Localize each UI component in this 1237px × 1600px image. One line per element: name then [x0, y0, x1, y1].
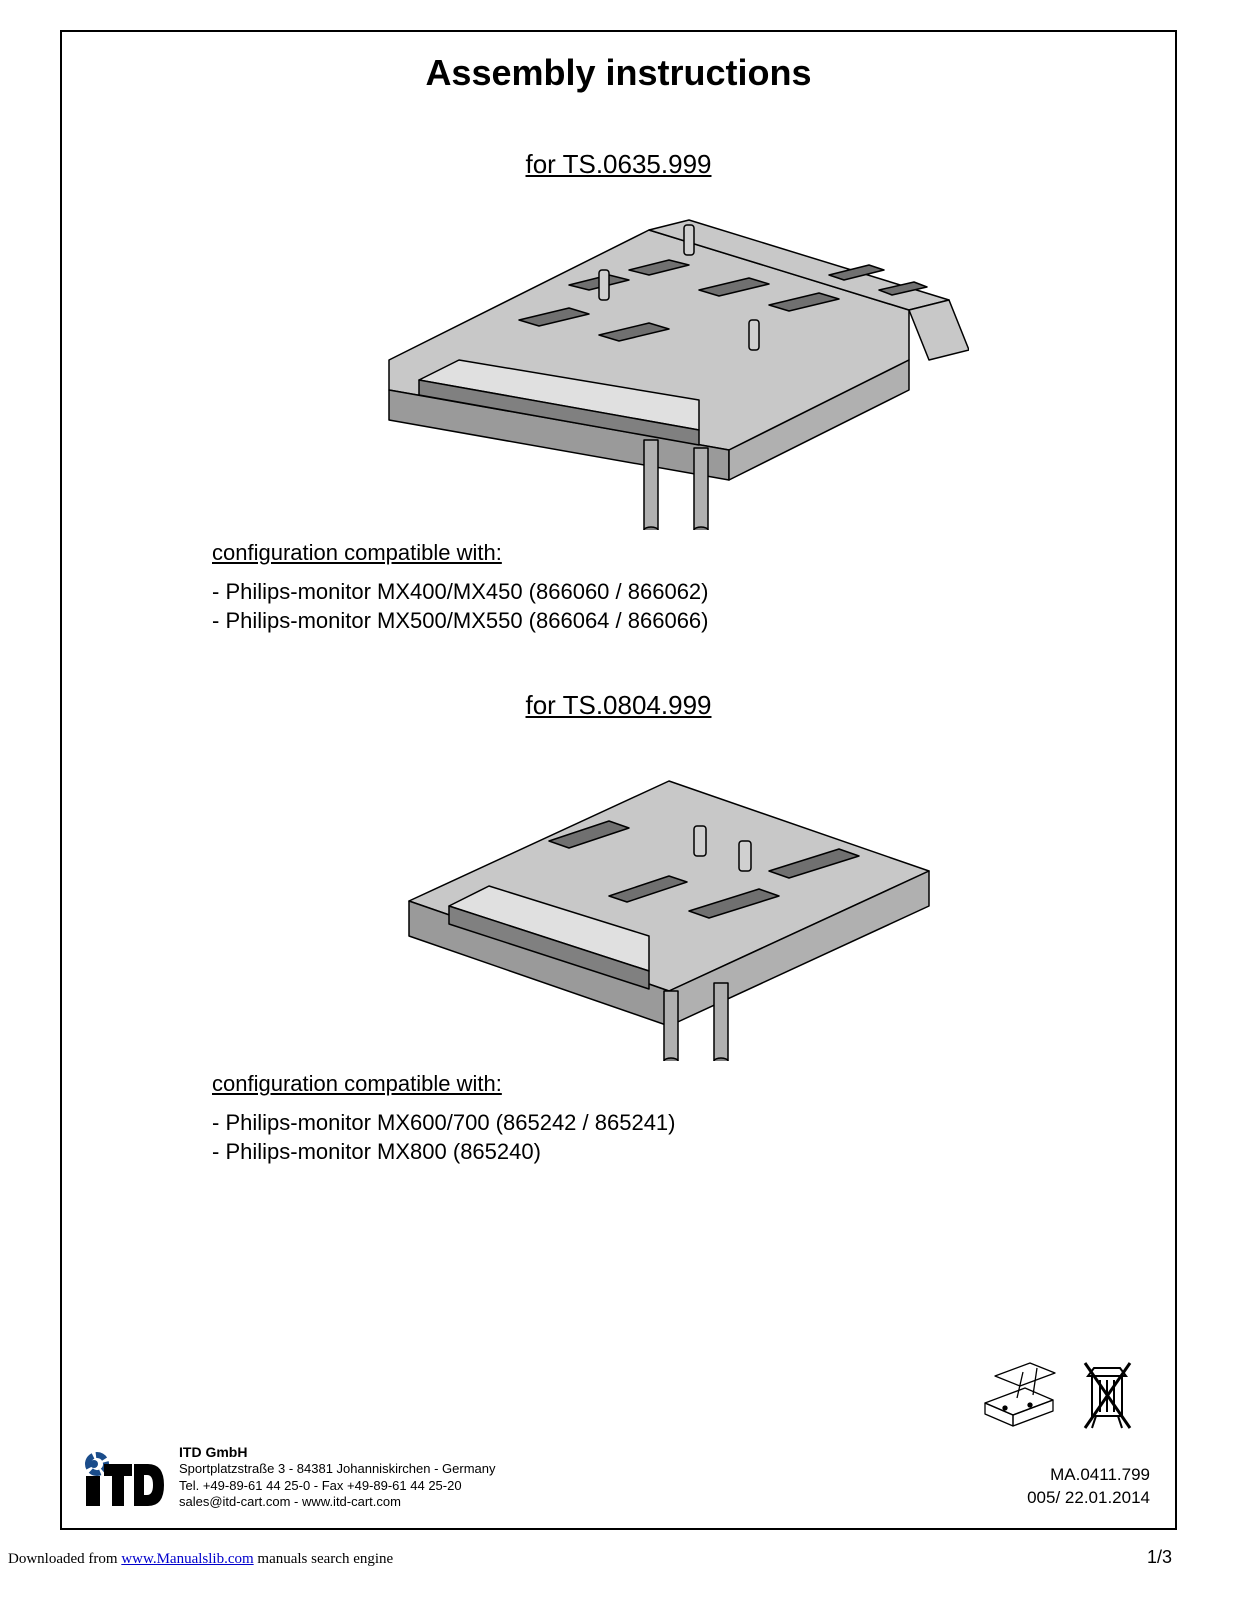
download-attribution: Downloaded from www.Manualslib.com manua… [8, 1551, 393, 1568]
company-contact: sales@itd-cart.com - www.itd-cart.com [179, 1494, 496, 1510]
compat-line: - Philips-monitor MX800 (865240) [212, 1138, 1175, 1167]
company-name: ITD GmbH [179, 1444, 496, 1462]
compat-line: - Philips-monitor MX600/700 (865242 / 86… [212, 1109, 1175, 1138]
section1-heading: for TS.0635.999 [62, 149, 1175, 180]
assembly-icon [975, 1358, 1070, 1433]
section2-compat: configuration compatible with: - Philips… [212, 1071, 1175, 1166]
doc-number: MA.0411.799 [1027, 1464, 1150, 1487]
company-info: ITD GmbH Sportplatzstraße 3 - 84381 Joha… [179, 1444, 496, 1510]
illustration-2-wrap [62, 731, 1175, 1061]
download-suffix: manuals search engine [254, 1551, 394, 1567]
compat-line: - Philips-monitor MX400/MX450 (866060 / … [212, 578, 1175, 607]
bracket-illustration-1 [269, 190, 969, 530]
compat-heading-2: configuration compatible with: [212, 1071, 1175, 1097]
page-footer: ITD GmbH Sportplatzstraße 3 - 84381 Joha… [62, 1444, 1175, 1510]
download-prefix: Downloaded from [8, 1551, 121, 1567]
section1-compat: configuration compatible with: - Philips… [212, 540, 1175, 635]
doc-meta: MA.0411.799 005/ 22.01.2014 [1027, 1464, 1150, 1510]
footer-icons [975, 1358, 1135, 1433]
manualslib-link[interactable]: www.Manualslib.com [121, 1551, 253, 1567]
bracket-illustration-2 [269, 731, 969, 1061]
section2-heading: for TS.0804.999 [62, 690, 1175, 721]
page-frame: Assembly instructions for TS.0635.999 [60, 30, 1177, 1530]
compat-heading-1: configuration compatible with: [212, 540, 1175, 566]
page-title: Assembly instructions [62, 52, 1175, 94]
doc-revision: 005/ 22.01.2014 [1027, 1487, 1150, 1510]
illustration-1-wrap [62, 190, 1175, 530]
itd-logo-icon [82, 1450, 167, 1510]
no-trash-icon [1080, 1358, 1135, 1433]
company-phone: Tel. +49-89-61 44 25-0 - Fax +49-89-61 4… [179, 1478, 496, 1494]
page-number: 1/3 [1147, 1547, 1172, 1568]
compat-line: - Philips-monitor MX500/MX550 (866064 / … [212, 607, 1175, 636]
company-address: Sportplatzstraße 3 - 84381 Johanniskirch… [179, 1461, 496, 1477]
